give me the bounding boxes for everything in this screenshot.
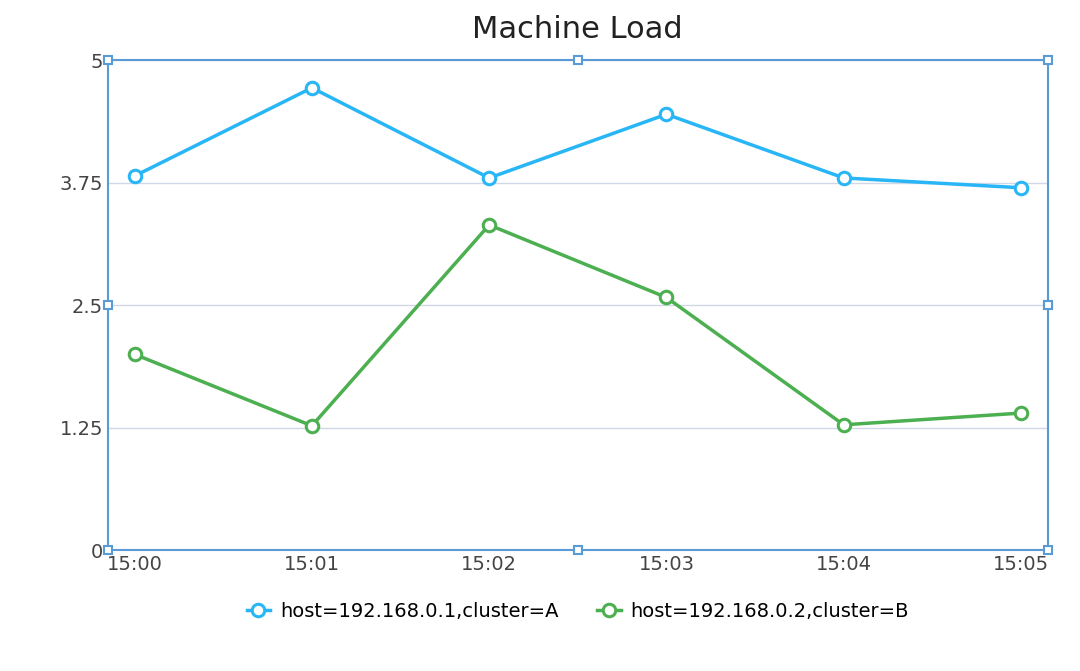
Legend: host=192.168.0.1,cluster=A, host=192.168.0.2,cluster=B: host=192.168.0.1,cluster=A, host=192.168… bbox=[239, 594, 917, 629]
Title: Machine Load: Machine Load bbox=[472, 15, 684, 44]
